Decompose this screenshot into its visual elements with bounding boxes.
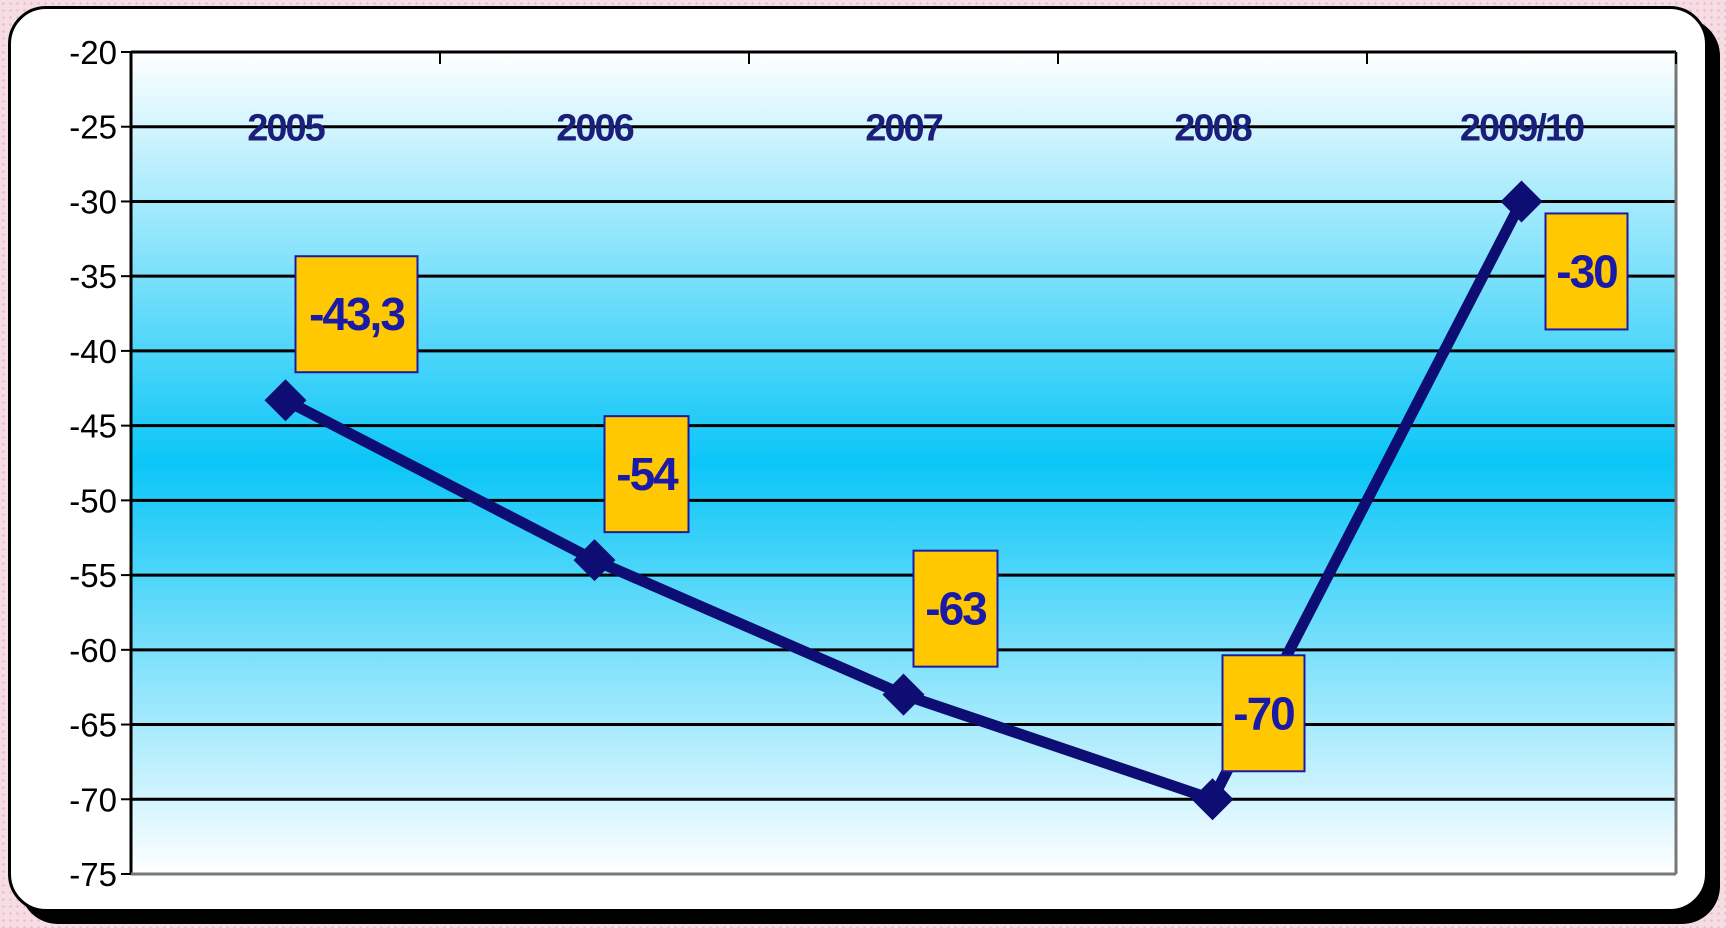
data-label: -63 [925,583,986,635]
y-tick-label: -60 [69,632,117,669]
data-labels: -43,3 -54 -63 -70 -30 [294,212,1629,773]
y-tick-label: -35 [69,258,117,295]
y-tick-label: -40 [69,333,117,370]
category-labels: 2005 2006 2007 2008 2009/10 [247,108,1586,150]
category-label: 2006 [556,108,633,150]
category-label: 2008 [1174,108,1251,150]
y-tick-label: -75 [69,856,117,893]
y-tick-label: -25 [69,109,117,146]
category-label: 2007 [865,108,942,150]
category-label: 2009/10 [1460,108,1584,150]
data-label-box [1221,654,1306,773]
gridlines [131,50,1676,801]
category-label: 2005 [247,108,325,150]
data-label-box [1544,212,1629,331]
plot-area [131,52,1676,874]
data-point-marker [264,379,307,422]
y-tick-label: -30 [69,183,117,220]
y-tick-label: -55 [69,557,117,594]
y-axis-ticks: -20 -25 -30 -35 -40 -45 -50 -55 -60 -65 -70 -75 [69,34,117,893]
data-label: -70 [1233,687,1294,739]
y-tick-label: -65 [69,707,117,744]
series-line [264,180,1543,821]
data-label-box [294,255,419,374]
data-label-box [603,415,690,534]
data-point-marker [573,539,616,582]
y-tick-label: -45 [69,408,117,445]
data-label: -30 [1556,245,1617,297]
y-tick-label: -20 [69,34,117,71]
data-point-marker [1191,778,1234,821]
data-point-marker [1500,180,1543,223]
data-point-marker [882,673,925,716]
axes [121,51,1678,876]
y-tick-label: -70 [69,781,117,818]
data-label: -54 [616,448,679,500]
data-label-box [912,549,999,668]
y-tick-label: -50 [69,482,117,519]
data-label: -43,3 [309,288,404,340]
